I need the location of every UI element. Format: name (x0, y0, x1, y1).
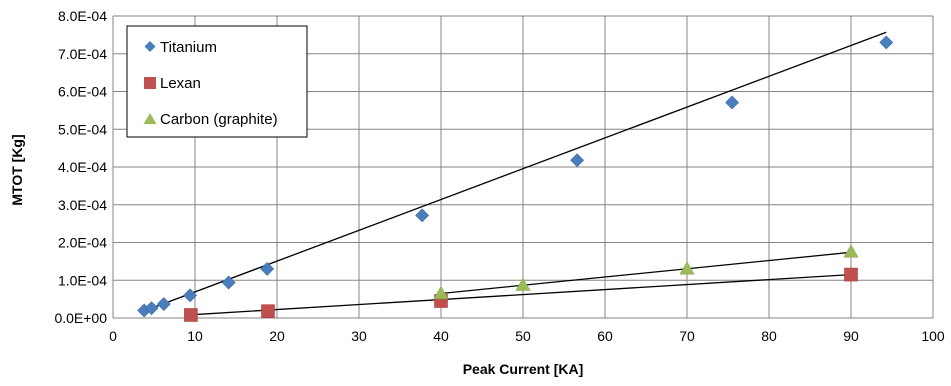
data-point-diamond (415, 208, 430, 223)
data-point-square (184, 308, 198, 322)
legend-item-carbon: Carbon (graphite) (143, 111, 278, 128)
x-tick-label: 100 (921, 328, 945, 344)
data-point-diamond (221, 275, 236, 290)
data-point-triangle (433, 285, 449, 300)
markers (137, 35, 894, 322)
data-point-triangle (515, 277, 531, 291)
trendline-square (190, 273, 852, 316)
data-point-square (844, 267, 858, 282)
y-tick-label: 2.0E-04 (58, 235, 107, 251)
data-point-square (261, 304, 275, 319)
data-point-diamond (144, 301, 159, 316)
x-tick-label: 0 (109, 328, 117, 344)
legend-box (126, 25, 308, 138)
data-point-diamond (725, 95, 740, 110)
y-tick-label: 1.0E-04 (58, 272, 107, 288)
y-axis-title: MTOT [Kg] (9, 134, 25, 205)
data-point-diamond (879, 35, 894, 50)
tick-labels: 0 10 20 30 40 50 60 70 80 90 100 0.0E+00 1.0E-04 2.0E… (54, 8, 944, 344)
x-tick-label: 80 (761, 328, 777, 344)
legend-marker-titanium (144, 41, 156, 52)
y-tick-label: 8.0E-04 (58, 8, 107, 24)
data-point-diamond (570, 153, 585, 168)
legend-item-titanium: Titanium (144, 39, 217, 56)
data-point-diamond (156, 297, 171, 311)
y-tick-label: 7.0E-04 (58, 46, 107, 62)
y-tick-label: 5.0E-04 (58, 121, 107, 137)
y-tick-label: 6.0E-04 (58, 84, 107, 100)
data-point-triangle (843, 244, 859, 258)
x-tick-label: 60 (597, 328, 613, 344)
legend-item-lexan: Lexan (144, 75, 201, 92)
x-tick-label: 30 (351, 328, 367, 344)
x-tick-label: 90 (843, 328, 859, 344)
x-tick-label: 70 (679, 328, 695, 344)
x-tick-label: 40 (433, 328, 449, 344)
y-tick-label: 4.0E-04 (58, 159, 107, 175)
x-tick-label: 10 (187, 328, 203, 344)
legend-label-titanium: Titanium (160, 39, 217, 56)
trendline-triangle (440, 251, 852, 295)
legend-marker-carbon (143, 113, 157, 124)
x-tick-label: 50 (515, 328, 531, 344)
x-axis-title: Peak Current [KA] (463, 361, 584, 377)
legend: Titanium Lexan Carbon (graphite) (126, 25, 308, 138)
data-point-diamond (183, 288, 198, 303)
legend-label-lexan: Lexan (160, 75, 201, 92)
data-point-diamond (260, 262, 275, 276)
data-point-triangle (679, 261, 695, 275)
legend-marker-lexan (144, 77, 156, 89)
x-tick-label: 20 (269, 328, 285, 344)
legend-label-carbon: Carbon (graphite) (160, 111, 278, 128)
y-tick-label: 3.0E-04 (58, 197, 107, 213)
y-tick-label: 0.0E+00 (54, 310, 107, 326)
